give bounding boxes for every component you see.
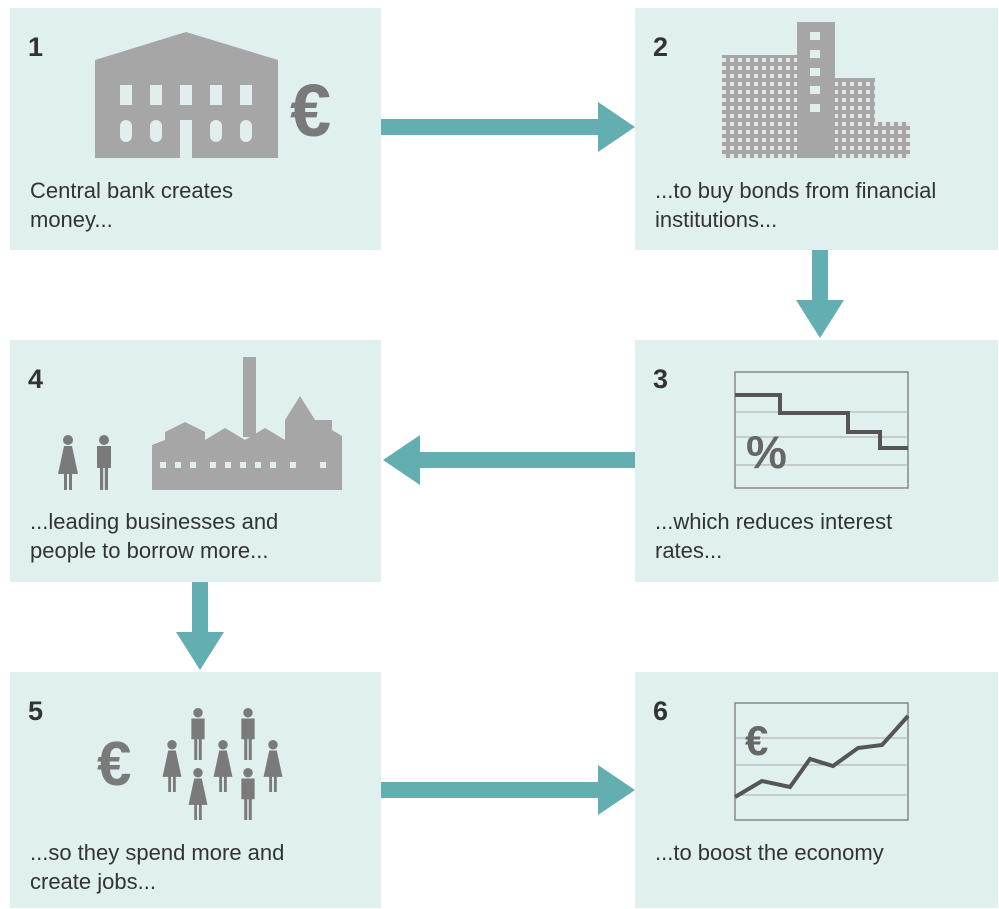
step-number: 3	[653, 364, 669, 394]
step-box: 3 ...which reduces interest rates...	[635, 340, 998, 582]
step-number: 6	[653, 696, 669, 726]
step-number: 1	[28, 32, 44, 62]
person	[263, 740, 283, 792]
growth-chart-icon	[733, 702, 910, 821]
factory-icon	[152, 357, 342, 490]
buildings-icon	[722, 22, 910, 158]
arrow	[796, 250, 844, 338]
person	[241, 708, 255, 760]
euro-symbol: €	[745, 717, 768, 764]
euro-symbol: €	[97, 730, 131, 799]
bank-icon	[95, 32, 278, 158]
step-number: 2	[653, 32, 669, 62]
rates-chart-icon	[734, 371, 909, 489]
person	[162, 740, 182, 792]
person	[188, 768, 208, 820]
step-number: 5	[28, 696, 44, 726]
step-text: ...which reduces interest rates...	[655, 509, 893, 563]
arrow	[381, 102, 635, 152]
people-icon	[58, 435, 283, 820]
step-text: Central bank creates money...	[30, 178, 233, 232]
person	[58, 435, 78, 490]
percent-symbol: %	[746, 426, 787, 478]
person	[191, 708, 205, 760]
person	[213, 740, 233, 792]
step-text: ...leading businesses and people to borr…	[30, 509, 279, 563]
euro-symbol: €	[290, 69, 331, 152]
step-number: 4	[28, 364, 44, 394]
arrow	[383, 435, 635, 485]
step-box: 6 ...to boost the economy	[635, 672, 998, 908]
arrow	[381, 765, 635, 815]
arrows	[176, 102, 844, 815]
step-text: ...to boost the economy	[655, 840, 884, 865]
person	[241, 768, 255, 820]
arrow	[176, 582, 224, 670]
person	[97, 435, 111, 490]
step-text: ...so they spend more and create jobs...	[30, 840, 285, 894]
step-text: ...to buy bonds from financial instituti…	[655, 178, 937, 232]
